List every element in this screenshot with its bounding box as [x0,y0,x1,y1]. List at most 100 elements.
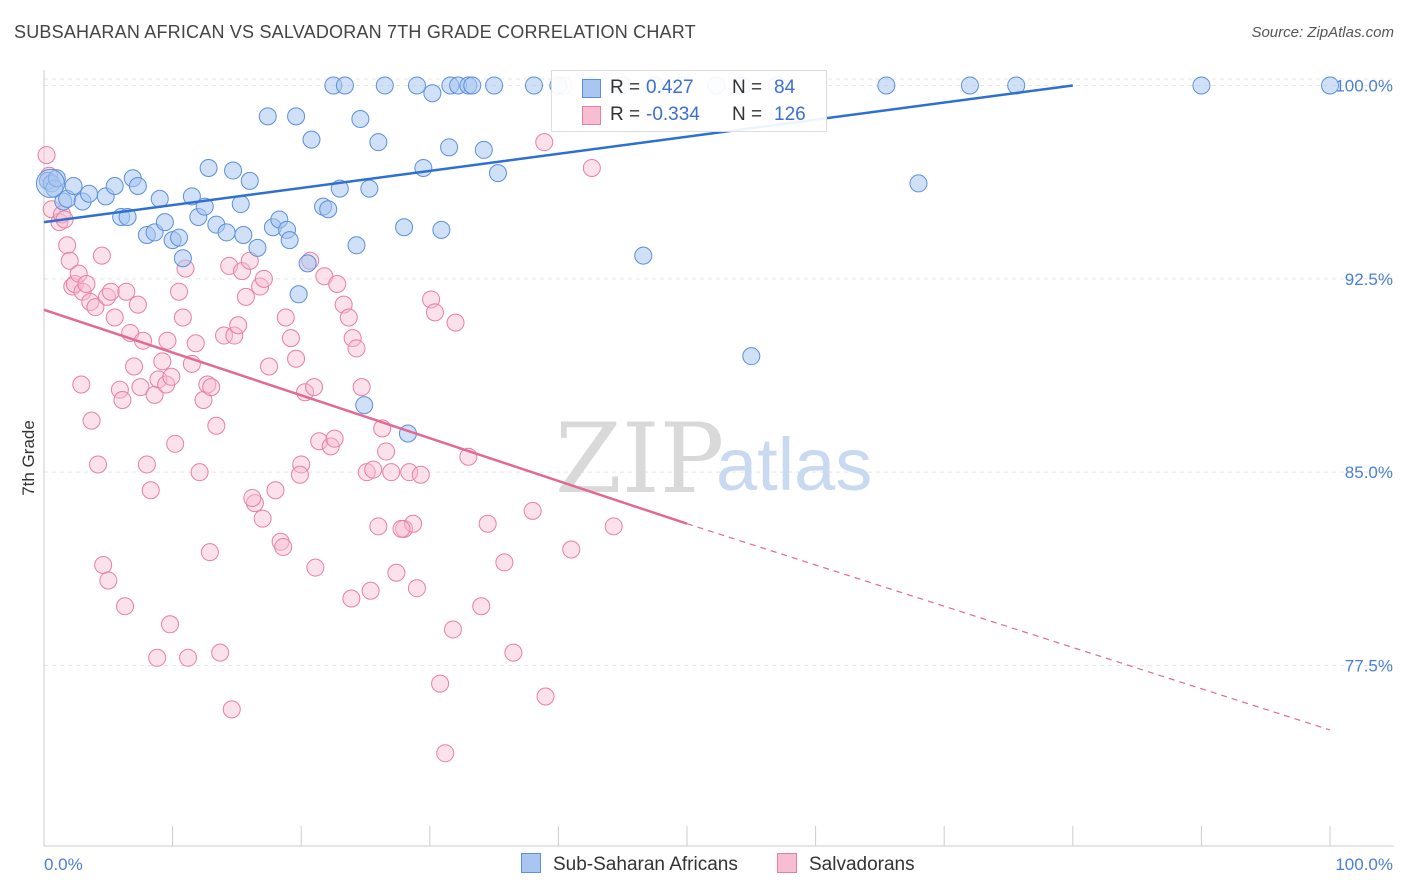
sub-saharan-point [280,231,299,250]
salvadorans-point [202,378,221,397]
sub-saharan-point [960,76,979,95]
y-tick-label: 100.0% [1335,76,1393,95]
legend-item-sub-saharan[interactable]: Sub-Saharan Africans [521,853,738,876]
sub-saharan-point [360,179,379,198]
salvadorans-point [260,357,279,376]
watermark-atlas: atlas [716,423,872,506]
sub-saharan-point [347,236,366,255]
salvadorans-point [82,411,101,430]
salvadorans-point [117,282,136,301]
sub-saharan-point [199,158,218,177]
salvadorans-point [131,378,150,397]
salvadorans-point [535,133,554,152]
salvadorans-point [215,326,234,345]
salvadorans-point [276,308,295,327]
salvadorans-point [472,597,491,616]
sub-saharan-point [524,76,543,95]
salvadorans-point [382,463,401,482]
y-tick-label: 92.5% [1345,270,1393,289]
sub-saharan-point [909,174,928,193]
sub-saharan-point [298,254,317,273]
salvadorans-point [128,295,147,314]
salvadorans-point [562,540,581,559]
salvadorans-point [536,687,555,706]
salvadorans-point [89,455,108,474]
legend-label: Sub-Saharan Africans [553,854,738,875]
salvadorans-point [400,463,419,482]
sub-saharan-point [258,107,277,126]
salvadorans-point [58,236,77,255]
salvadorans-point [166,434,185,453]
sub-saharan-point [80,184,99,203]
r-value: 0.427 [646,77,694,98]
y-axis-label: 7th Grade [19,420,38,496]
salvadorans-point [148,648,167,667]
salvadorans-point [523,501,542,520]
sub-saharan-trend-line [43,84,1073,224]
sub-saharan-point [369,133,388,152]
sub-saharan-point [173,249,192,268]
salvadorans-point [339,308,358,327]
salvadorans-point [190,463,209,482]
legend: Sub-Saharan Africans Salvadorans [0,850,1406,878]
axes: 7th Grade [19,70,1394,847]
n-label: N = [732,77,763,98]
sub-saharan-point [423,84,442,103]
sub-saharan-point [234,225,253,244]
r-label: R = [610,77,641,98]
salvadorans-point [305,378,324,397]
x-tick-label-min: 0.0% [44,855,83,874]
y-tick-label: 77.5% [1345,657,1393,676]
salvadorans-point [271,532,290,551]
salvadorans-point [37,146,56,165]
salvadorans-point [407,579,426,598]
sub-saharan-point [474,140,493,159]
salvadorans-point [604,517,623,536]
sub-saharan-point [182,187,201,206]
salvadorans-point [207,416,226,435]
salvadorans-point [347,339,366,358]
salvadorans-point [431,674,450,693]
salvadorans-trend-line [43,308,688,525]
watermark-zip: ZIP [555,403,724,515]
sub-saharan-point [35,168,65,198]
r-label: R = [610,104,641,125]
sub-saharan-point [463,76,482,95]
sub-saharan-point [64,177,83,196]
salvadorans-point [145,385,164,404]
r-value: -0.334 [646,104,700,125]
watermark: ZIP atlas [555,403,872,515]
salvadorans-point [352,378,371,397]
trend-lines [43,84,1331,731]
sub-saharan-point [414,158,433,177]
salvadorans-point [94,555,113,574]
source-label: Source: ZipAtlas.com [1251,24,1394,41]
sub-saharan-point [302,130,321,149]
salvadorans-point [105,308,124,327]
salvadorans-trend-extension [686,523,1331,731]
legend-label: Salvadorans [809,854,915,875]
sub-saharan-point [488,164,507,183]
salvadorans-point [116,597,135,616]
salvadorans-point [81,293,100,312]
n-label: N = [732,104,763,125]
salvadorans-point [254,269,273,288]
salvadorans-point [101,282,120,301]
sub-saharan-point [128,177,147,196]
salvadorans-point [60,251,79,270]
salvadorans-point [72,375,91,394]
salvadorans-point [411,465,430,484]
salvadorans-point [504,643,523,662]
sub-saharan-point [432,220,451,239]
pink-swatch [582,106,601,125]
salvadorans-point [364,460,383,479]
salvadorans-point [211,643,230,662]
salvadorans-point [170,282,189,301]
salvadorans-point [153,352,172,371]
sub-saharan-point [407,76,426,95]
salvadorans-point [266,481,285,500]
legend-swatch-pink [777,853,797,873]
salvadorans-point [478,514,497,533]
legend-item-salvadorans[interactable]: Salvadorans [777,853,915,876]
